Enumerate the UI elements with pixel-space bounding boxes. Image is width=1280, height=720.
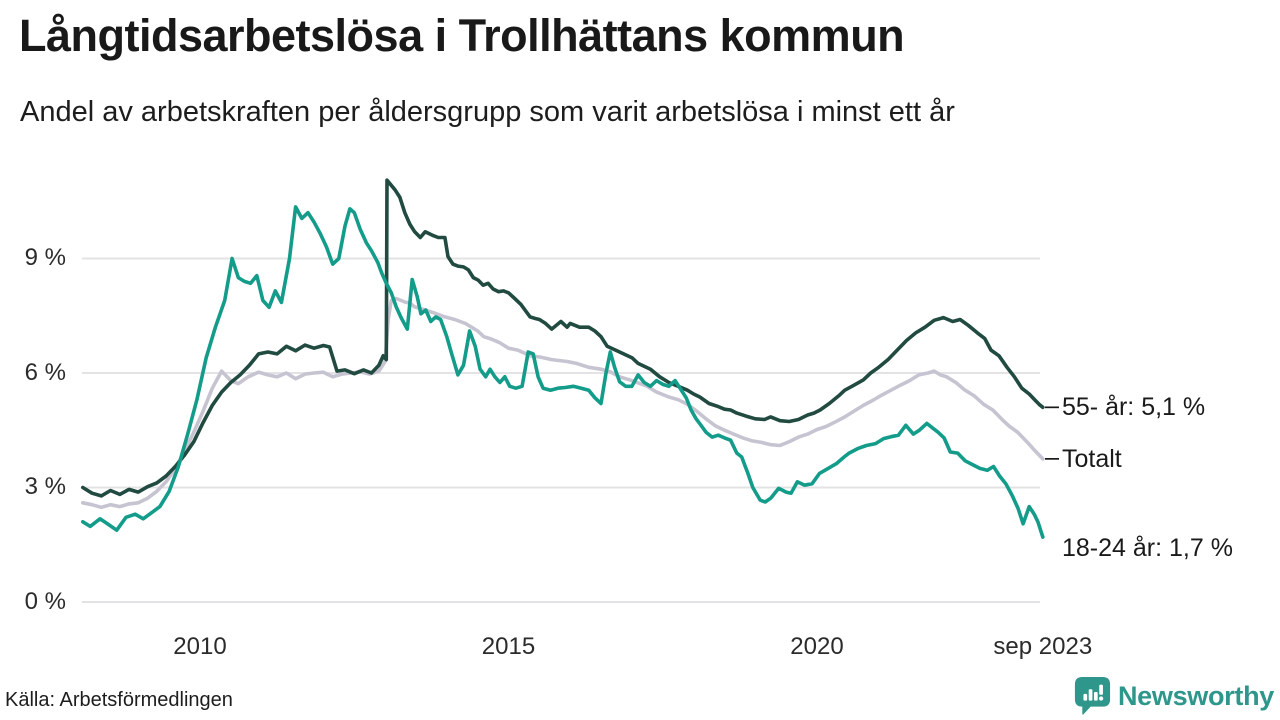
x-axis-label-2010: 2010 (173, 633, 227, 660)
x-axis-label-2015: 2015 (481, 633, 536, 660)
newsworthy-logo-icon (1074, 677, 1111, 715)
page-title: Långtidsarbetslösa i Trollhättans kommun (19, 10, 905, 61)
series-line-totalt (81, 296, 1045, 510)
newsworthy-logo-text: Newsworthy (1117, 680, 1274, 711)
source-note: Källa: Arbetsförmedlingen (5, 689, 233, 711)
end-label-55-ar: 55- år: 5,1 % (1062, 393, 1206, 422)
x-axis-label-2020: 2020 (790, 633, 844, 660)
end-label-18-24-ar: 18-24 år: 1,7 % (1062, 534, 1233, 563)
y-axis-label-0: 0 % (24, 588, 66, 615)
x-axis-label-sep-2023: sep 2023 (993, 633, 1093, 660)
y-axis-label-3: 3 % (24, 473, 66, 501)
series-line-18-24-ar (81, 205, 1045, 539)
chart-subtitle: Andel av arbetskraften per åldersgrupp s… (20, 96, 955, 128)
end-label-totalt: Totalt (1062, 444, 1122, 473)
series-line-55-ar (81, 178, 1045, 498)
newsworthy-brand: Newsworthy (1074, 676, 1274, 716)
y-axis-label-6: 6 % (24, 358, 66, 386)
y-axis-label-9: 9 % (24, 244, 66, 272)
